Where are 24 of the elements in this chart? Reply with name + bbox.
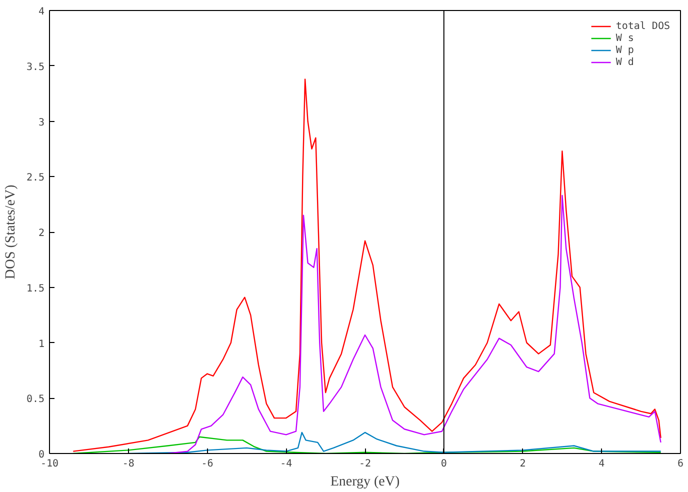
x-tick-label: 6 xyxy=(677,458,684,470)
x-tick-label: 2 xyxy=(520,458,526,470)
legend-label: W s xyxy=(616,32,635,44)
y-axis-title: DOS (States/eV) xyxy=(3,184,18,280)
x-tick-label: 4 xyxy=(598,458,605,470)
y-tick-label: 4 xyxy=(38,6,45,18)
y-tick-label: 3 xyxy=(38,117,45,128)
y-tick-label: 3.5 xyxy=(26,62,44,73)
legend-label: W p xyxy=(616,44,635,56)
y-tick-label: 1.5 xyxy=(26,283,44,294)
x-tick-label: 0 xyxy=(440,458,447,470)
legend-label: W d xyxy=(616,56,635,68)
x-tick-label: -10 xyxy=(40,458,59,470)
x-tick-label: -4 xyxy=(280,458,292,470)
x-tick-label: -6 xyxy=(201,458,214,470)
y-tick-label: 2 xyxy=(38,228,45,239)
y-tick-label: 1 xyxy=(38,338,45,350)
y-tick-label: 2.5 xyxy=(26,172,44,184)
x-tick-label: -2 xyxy=(358,458,372,470)
x-axis-title: Energy (eV) xyxy=(330,474,400,490)
legend-label: total DOS xyxy=(616,20,670,32)
y-tick-label: 0.5 xyxy=(26,394,44,406)
y-tick-label: 0 xyxy=(38,450,45,460)
x-tick-label: -8 xyxy=(122,458,134,470)
